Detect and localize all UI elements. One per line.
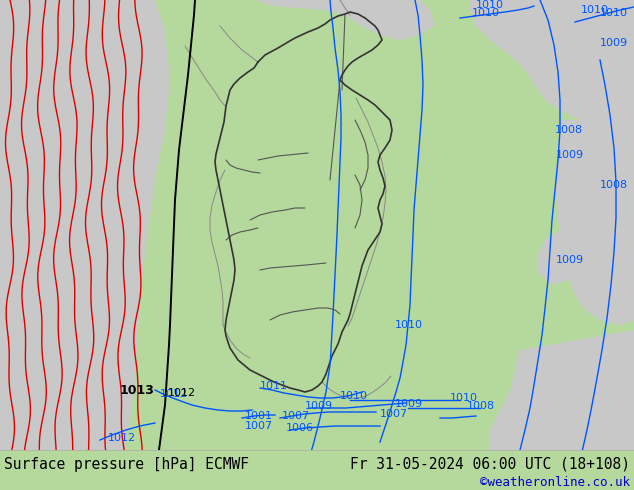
Polygon shape	[0, 0, 170, 450]
Text: 1013: 1013	[120, 384, 155, 396]
Text: 1012: 1012	[168, 388, 196, 398]
Text: Fr 31-05-2024 06:00 UTC (18+108): Fr 31-05-2024 06:00 UTC (18+108)	[350, 457, 630, 471]
Text: 1007: 1007	[380, 409, 408, 419]
Polygon shape	[490, 330, 634, 450]
Text: 1011: 1011	[260, 381, 288, 391]
Text: 1010: 1010	[395, 320, 423, 330]
Text: Surface pressure [hPa] ECMWF: Surface pressure [hPa] ECMWF	[4, 457, 249, 471]
Text: 1010: 1010	[600, 8, 628, 18]
Text: 1008: 1008	[600, 180, 628, 190]
Text: 1008: 1008	[467, 401, 495, 411]
Polygon shape	[538, 230, 580, 285]
Text: 1012: 1012	[160, 389, 188, 399]
Text: 1010: 1010	[340, 391, 368, 401]
Text: ©weatheronline.co.uk: ©weatheronline.co.uk	[480, 475, 630, 489]
Text: 1009: 1009	[395, 399, 423, 409]
Text: 1007: 1007	[245, 421, 273, 431]
Text: 1009: 1009	[556, 150, 584, 160]
Polygon shape	[255, 0, 435, 40]
Text: 1010: 1010	[581, 5, 609, 15]
Text: 1010: 1010	[450, 393, 478, 403]
Text: 1009: 1009	[600, 38, 628, 48]
Text: 1010: 1010	[476, 0, 504, 10]
Polygon shape	[470, 0, 634, 130]
Text: 1009: 1009	[556, 255, 584, 265]
Text: 1010: 1010	[472, 8, 500, 18]
Text: 1012: 1012	[108, 433, 136, 443]
Text: 1009: 1009	[305, 401, 333, 411]
Text: 1008: 1008	[555, 125, 583, 135]
Text: 1007: 1007	[282, 411, 310, 421]
Polygon shape	[556, 120, 634, 325]
Text: 1001: 1001	[245, 411, 273, 421]
Text: 1006: 1006	[286, 423, 314, 433]
